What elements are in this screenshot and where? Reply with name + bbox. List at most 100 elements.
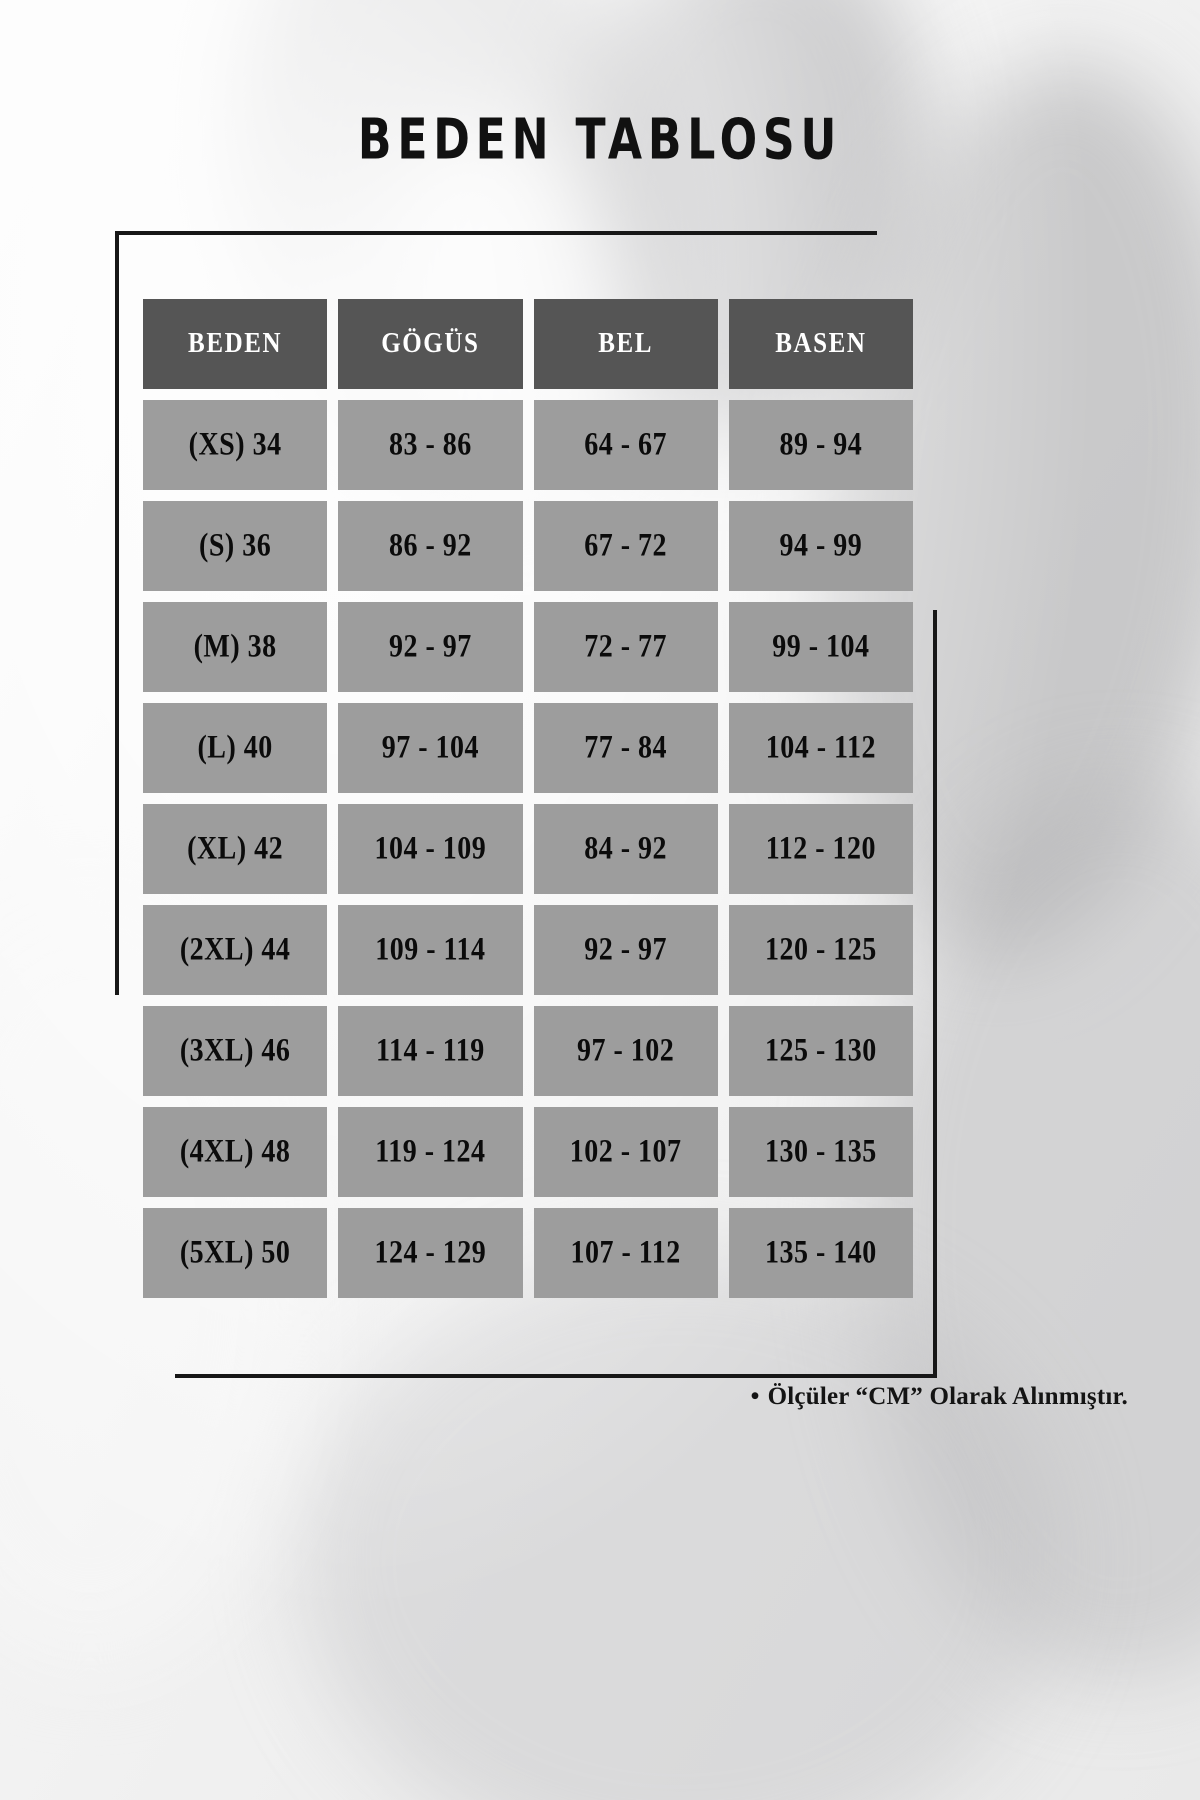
cell-size: (M) 38 [143, 602, 328, 692]
cell-value: (XS) 34 [188, 426, 282, 463]
cell-value: 72 - 77 [584, 628, 668, 665]
cell-value: 86 - 92 [388, 527, 472, 564]
column-header-label: BEL [598, 328, 654, 359]
cell-size: (3XL) 46 [143, 1006, 328, 1096]
cell-value: (L) 40 [197, 729, 273, 766]
cell-waist: 64 - 67 [533, 400, 718, 490]
cell-waist: 72 - 77 [533, 602, 718, 692]
cell-value: (4XL) 48 [179, 1133, 291, 1170]
page-title: BEDEN TABLOSU [357, 106, 843, 172]
unit-note: • Ölçüler “CM” Olarak Alınmıştır. [0, 1383, 1128, 1411]
cell-value: 77 - 84 [584, 729, 668, 766]
column-header-label: BASEN [775, 328, 867, 359]
table-row: (XS) 34 83 - 86 64 - 67 89 - 94 [143, 400, 913, 490]
bracket-bottom-line [175, 1374, 937, 1378]
cell-hip: 112 - 120 [728, 804, 913, 894]
bracket-top-line [115, 231, 877, 235]
cell-value: 130 - 135 [764, 1133, 877, 1170]
cell-value: 104 - 109 [374, 830, 487, 867]
cell-chest: 92 - 97 [338, 602, 523, 692]
cell-value: (2XL) 44 [179, 931, 291, 968]
cell-value: 83 - 86 [388, 426, 472, 463]
cell-size: (XS) 34 [143, 400, 328, 490]
cell-hip: 125 - 130 [728, 1006, 913, 1096]
column-header-basen: BASEN [728, 299, 913, 389]
cell-value: 120 - 125 [764, 931, 877, 968]
cell-hip: 104 - 112 [728, 703, 913, 793]
cell-waist: 97 - 102 [533, 1006, 718, 1096]
cell-chest: 104 - 109 [338, 804, 523, 894]
cell-waist: 67 - 72 [533, 501, 718, 591]
cell-hip: 89 - 94 [728, 400, 913, 490]
cell-value: 89 - 94 [779, 426, 863, 463]
cell-hip: 94 - 99 [728, 501, 913, 591]
unit-note-text: Ölçüler “CM” Olarak Alınmıştır. [767, 1383, 1128, 1410]
cell-size: (S) 36 [143, 501, 328, 591]
cell-value: (3XL) 46 [179, 1032, 291, 1069]
cell-value: 102 - 107 [569, 1133, 682, 1170]
table-row: (3XL) 46 114 - 119 97 - 102 125 - 130 [143, 1006, 913, 1096]
cell-waist: 102 - 107 [533, 1107, 718, 1197]
table-row: (2XL) 44 109 - 114 92 - 97 120 - 125 [143, 905, 913, 995]
cell-chest: 119 - 124 [338, 1107, 523, 1197]
table-row: (XL) 42 104 - 109 84 - 92 112 - 120 [143, 804, 913, 894]
cell-value: 112 - 120 [765, 830, 877, 867]
cell-size: (2XL) 44 [143, 905, 328, 995]
column-header-label: GÖGÜS [381, 328, 480, 359]
cell-value: 94 - 99 [779, 527, 863, 564]
cell-value: 109 - 114 [375, 931, 486, 968]
cell-value: 92 - 97 [388, 628, 472, 665]
cell-chest: 109 - 114 [338, 905, 523, 995]
column-header-gogus: GÖGÜS [338, 299, 523, 389]
cell-hip: 135 - 140 [728, 1208, 913, 1298]
bracket-right-line [933, 610, 937, 1378]
cell-hip: 99 - 104 [728, 602, 913, 692]
cell-value: 99 - 104 [772, 628, 870, 665]
bullet-icon: • [750, 1383, 760, 1410]
cell-value: 124 - 129 [374, 1234, 487, 1271]
cell-value: 97 - 104 [381, 729, 480, 766]
cell-hip: 120 - 125 [728, 905, 913, 995]
cell-value: 114 - 119 [376, 1032, 485, 1069]
cell-value: (5XL) 50 [179, 1234, 291, 1271]
background-shadow-shape [300, 1250, 1060, 1800]
cell-value: (XL) 42 [187, 830, 284, 867]
bracket-left-line [115, 231, 119, 995]
cell-value: 84 - 92 [584, 830, 668, 867]
column-header-bel: BEL [533, 299, 718, 389]
cell-size: (L) 40 [143, 703, 328, 793]
cell-hip: 130 - 135 [728, 1107, 913, 1197]
cell-chest: 83 - 86 [338, 400, 523, 490]
cell-size: (4XL) 48 [143, 1107, 328, 1197]
cell-value: (S) 36 [199, 527, 272, 564]
cell-value: (M) 38 [193, 628, 277, 665]
cell-value: 97 - 102 [576, 1032, 675, 1069]
table-row: (M) 38 92 - 97 72 - 77 99 - 104 [143, 602, 913, 692]
cell-value: 135 - 140 [764, 1234, 877, 1271]
cell-value: 64 - 67 [584, 426, 668, 463]
table-row: (S) 36 86 - 92 67 - 72 94 - 99 [143, 501, 913, 591]
column-header-label: BEDEN [188, 328, 283, 359]
cell-chest: 86 - 92 [338, 501, 523, 591]
cell-chest: 97 - 104 [338, 703, 523, 793]
cell-value: 107 - 112 [570, 1234, 681, 1271]
cell-waist: 107 - 112 [533, 1208, 718, 1298]
table-row: (4XL) 48 119 - 124 102 - 107 130 - 135 [143, 1107, 913, 1197]
cell-size: (XL) 42 [143, 804, 328, 894]
cell-waist: 77 - 84 [533, 703, 718, 793]
cell-value: 104 - 112 [765, 729, 877, 766]
cell-value: 92 - 97 [584, 931, 668, 968]
column-header-beden: BEDEN [143, 299, 328, 389]
cell-chest: 114 - 119 [338, 1006, 523, 1096]
cell-value: 67 - 72 [584, 527, 668, 564]
table-header-row: BEDEN GÖGÜS BEL BASEN [143, 299, 913, 389]
cell-chest: 124 - 129 [338, 1208, 523, 1298]
size-table: BEDEN GÖGÜS BEL BASEN (XS) 34 83 - 86 64… [143, 299, 913, 1309]
table-row: (L) 40 97 - 104 77 - 84 104 - 112 [143, 703, 913, 793]
cell-waist: 92 - 97 [533, 905, 718, 995]
cell-waist: 84 - 92 [533, 804, 718, 894]
cell-value: 125 - 130 [764, 1032, 877, 1069]
cell-value: 119 - 124 [375, 1133, 486, 1170]
table-row: (5XL) 50 124 - 129 107 - 112 135 - 140 [143, 1208, 913, 1298]
